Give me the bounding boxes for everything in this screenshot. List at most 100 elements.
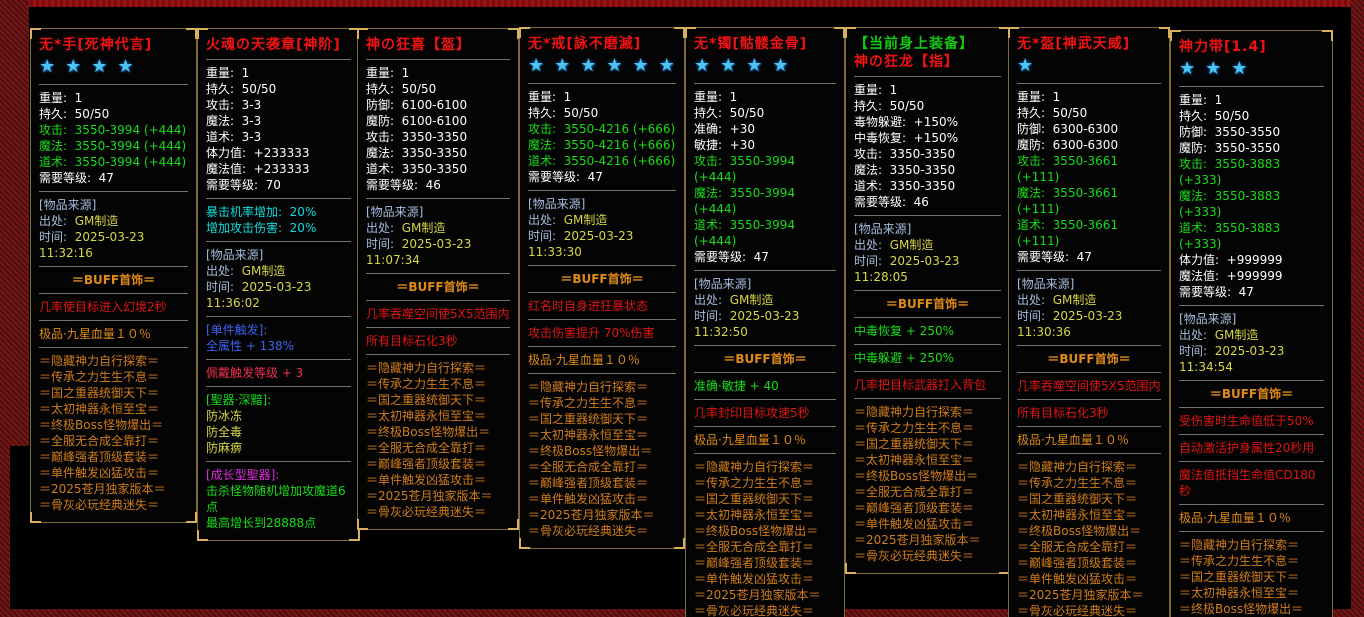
text-part: 极品·九星血量１０％ [528, 353, 640, 367]
text-part: 击杀怪物随机增加攻魔道6点 [206, 484, 346, 514]
text-part: 中毒恢复 + 250% [854, 324, 954, 338]
text-part: 魔法值: +999999 [1179, 269, 1283, 283]
source-line: [物品来源] [528, 196, 676, 212]
text-part: 防御: 6300-6300 [1017, 122, 1119, 136]
divider [39, 347, 188, 348]
source-line: 时间: 2025-03-23 11:28:05 [854, 253, 1001, 285]
buff-line: 攻击伤害提升 70%伤害 [528, 325, 676, 341]
buff-line: 防冰冻 [206, 408, 351, 424]
stats-line: 中毒恢复: +150% [854, 130, 1001, 146]
divider [854, 76, 1001, 77]
text-part: 时间: [206, 280, 242, 294]
text-part: 需要等级: 47 [528, 170, 603, 184]
stats-line: 魔防: 6100-6100 [366, 113, 510, 129]
text-part: ＝全服无合成全靠打＝ [854, 485, 975, 499]
divider [1179, 504, 1324, 505]
text-part: ＝终极Boss怪物爆出＝ [694, 524, 819, 538]
text-part: 自动激活护身属性20秒用 [1179, 441, 1315, 455]
footer-line: ＝全服无合成全靠打＝ [694, 539, 836, 555]
text-part: ＝单件触发凶猛攻击＝ [1017, 572, 1138, 586]
text-part: 需要等级: 47 [694, 250, 769, 264]
text-part: ＝2025苍月独家版本＝ [366, 489, 493, 503]
text-part: 魔法值抵挡生命值CD180秒 [1179, 468, 1316, 498]
stats-line: 魔防: 6300-6300 [1017, 137, 1161, 153]
footer-line: ＝骨灰必玩经典迷失＝ [694, 603, 836, 617]
item-tooltip-panel: 无*手[死神代言] ★★★★ 重量: 1 持久: 50/50 攻击: 3550-3994… [30, 28, 197, 523]
text-part: 极品·九星血量１０％ [694, 433, 806, 447]
text-part: GM制造 [241, 264, 286, 278]
footer-line: ＝隐藏神力自行探索＝ [39, 353, 188, 369]
corner-bracket [519, 27, 530, 38]
footer-line: ＝2025苍月独家版本＝ [366, 488, 510, 504]
footer-line: ＝隐藏神力自行探索＝ [854, 404, 1001, 420]
item-tooltip-panel: 无*戒[詠不磨滅] ★★★★★★ 重量: 1 持久: 50/50 攻击: 3550-42… [519, 27, 685, 549]
divider [1017, 453, 1161, 454]
footer-line: ＝单件触发凶猛攻击＝ [854, 516, 1001, 532]
corner-bracket [519, 538, 530, 549]
stats-line: 重量: 1 [528, 89, 676, 105]
stats-line: 体力值: +233333 [206, 145, 351, 161]
text-part: 魔法: 3350-3350 [854, 163, 956, 177]
footer-line: ＝太初神器永恒至宝＝ [694, 507, 836, 523]
text-part: ＝全服无合成全靠打＝ [39, 434, 160, 448]
footer-line: ＝太初神器永恒至宝＝ [39, 401, 188, 417]
buff-line: 魔法值抵挡生命值CD180秒 [1179, 467, 1324, 499]
divider [694, 426, 836, 427]
text-part: 几率吞噬空间使5X5范围内 [366, 307, 510, 321]
item-tooltip-panel: 【当前身上装备】 神の狂龙【指】 重量: 1 持久: 50/50 毒物躲避: +150%… [845, 27, 1010, 574]
buff-line: 防全毒 [206, 424, 351, 440]
footer-line: ＝传承之力生生不息＝ [1017, 475, 1161, 491]
text-part: ＝国之重器统御天下＝ [366, 393, 487, 407]
stats-line: 攻击: 3550-4216 (+666) [528, 121, 676, 137]
text-part: 毒物躲避: +150% [854, 115, 959, 129]
text-part: ＝巅峰强者顶级套装＝ [1017, 556, 1138, 570]
stats-line: 魔法: 3550-3994 (+444) [694, 185, 836, 217]
stats-line: 重量: 1 [366, 65, 510, 81]
text-part: 防全毒 [206, 425, 243, 439]
text-part: ＝2025苍月独家版本＝ [1017, 588, 1144, 602]
text-part: 攻击: 3350-3350 [366, 130, 468, 144]
buff-line: 所有目标石化3秒 [366, 333, 510, 349]
star-icons: ★★★ [1179, 58, 1258, 79]
text-part: ＝传承之力生生不息＝ [694, 476, 815, 490]
source-line: 时间: 2025-03-23 11:30:36 [1017, 308, 1161, 340]
text-part: [物品来源] [1179, 312, 1237, 326]
text-part: 攻击: 3550-3994 (+444) [39, 123, 187, 137]
item-tooltip-panel: 神力带[1.4] ★★★ 重量: 1 持久: 50/50 防御: 3550-3550 魔防… [1170, 30, 1333, 617]
footer-line: ＝巅峰强者顶级套装＝ [694, 555, 836, 571]
divider [39, 84, 188, 85]
text-part: 重量: 1 [854, 83, 898, 97]
text-part: 重量: 1 [1017, 90, 1061, 104]
text-part: 防麻痹 [206, 441, 243, 455]
footer-line: ＝终极Boss怪物爆出＝ [39, 417, 188, 433]
stats-line: 魔法: 3350-3350 [854, 162, 1001, 178]
text-part: 2025-03-23 11:32:50 [694, 309, 804, 339]
source-line: 出处: GM制造 [694, 292, 836, 308]
text-part: 魔防: 6300-6300 [1017, 138, 1119, 152]
text-part: 几率封印目标攻速5秒 [694, 406, 810, 420]
text-part: [成长型聖器]: [206, 468, 280, 482]
text-part: 防御: 6100-6100 [366, 98, 468, 112]
corner-bracket [30, 28, 41, 39]
divider [366, 59, 510, 60]
divider [854, 317, 1001, 318]
buff-line: 极品·九星血量１０％ [1179, 510, 1324, 526]
divider [206, 359, 351, 360]
divider [528, 346, 676, 347]
corner-bracket [508, 28, 519, 39]
text-part: 2025-03-23 11:30:36 [1017, 309, 1127, 339]
text-part: 魔法: 3-3 [206, 114, 262, 128]
stats-line: 攻击: 3550-3994 (+444) [694, 153, 836, 185]
stats-line: 道术: 3350-3350 [366, 161, 510, 177]
text-part: ＝BUFF首饰＝ [723, 352, 807, 366]
text-part: 最高增长到28888点 [206, 516, 317, 530]
text-part: 红名时自身进狂暴状态 [528, 299, 649, 313]
stats-line: 重量: 1 [694, 89, 836, 105]
text-part: GM制造 [401, 221, 446, 235]
text-part: ＝骨灰必玩经典迷失＝ [366, 505, 487, 519]
footer-line: ＝巅峰强者顶级套装＝ [854, 500, 1001, 516]
text-part: ＝传承之力生生不息＝ [854, 421, 975, 435]
stats-line: 攻击: 3550-3883 (+333) [1179, 156, 1324, 188]
star-icons: ★★★★ [39, 56, 144, 77]
text-part: ＝终极Boss怪物爆出＝ [854, 469, 979, 483]
